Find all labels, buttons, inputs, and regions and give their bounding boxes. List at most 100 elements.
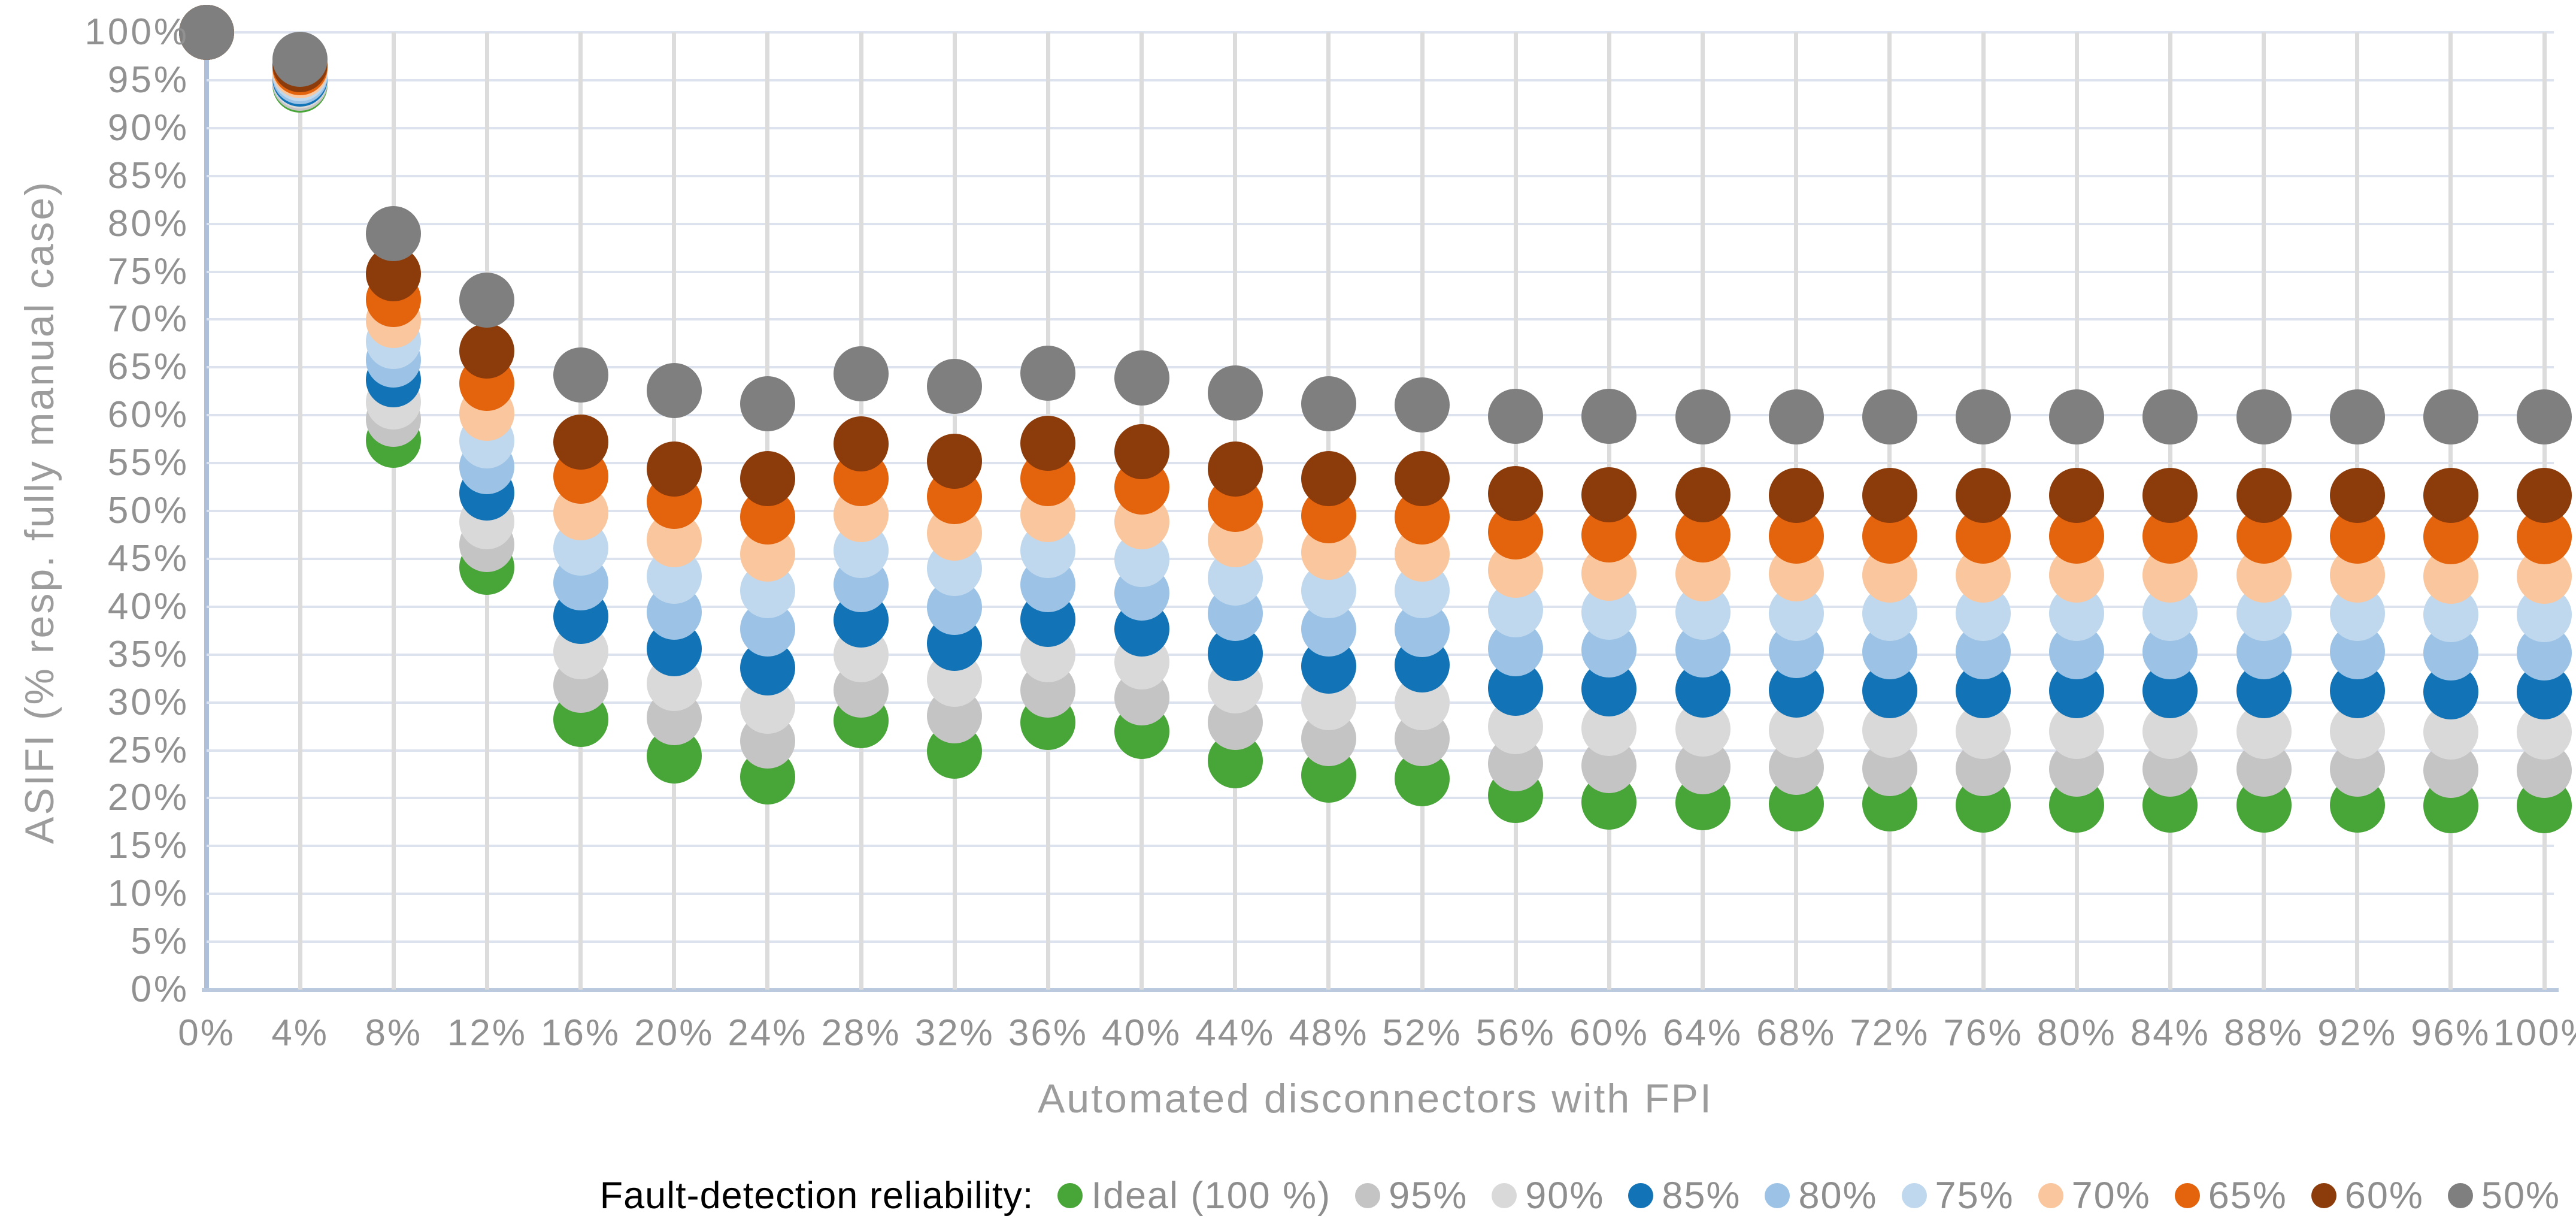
gridline-horizontal: [207, 366, 2554, 369]
data-point: [834, 346, 889, 402]
data-point: [646, 441, 702, 497]
x-tick-label: 40%: [1102, 1012, 1182, 1054]
data-point: [1020, 345, 1076, 401]
data-point: [1488, 388, 1544, 444]
gridline-vertical: [391, 32, 396, 990]
gridline-horizontal: [207, 797, 2554, 800]
x-tick-label: 28%: [821, 1012, 901, 1054]
data-point: [459, 273, 515, 328]
y-tick-label: 25%: [107, 729, 189, 771]
gridline-horizontal: [207, 653, 2554, 656]
data-point: [1956, 389, 2011, 445]
data-point: [553, 414, 608, 470]
y-tick-label: 10%: [107, 873, 189, 915]
legend-item: 65%: [2174, 1174, 2287, 1217]
legend-marker-icon: [1057, 1183, 1083, 1208]
y-tick-label: 30%: [107, 681, 189, 723]
y-tick-label: 75%: [107, 250, 189, 292]
data-point: [272, 31, 328, 87]
data-point: [2236, 468, 2292, 524]
y-tick-label: 100%: [84, 11, 189, 53]
legend-marker-icon: [1492, 1183, 1517, 1208]
x-tick-label: 96%: [2411, 1012, 2491, 1054]
legend-label: 70%: [2071, 1175, 2151, 1217]
y-tick-label: 90%: [107, 107, 189, 149]
legend-label: 85%: [1662, 1175, 1741, 1217]
y-tick-label: 85%: [107, 155, 189, 196]
data-point: [1862, 389, 1917, 445]
x-tick-label: 8%: [365, 1012, 423, 1054]
gridline-horizontal: [207, 414, 2554, 417]
x-tick-label: 24%: [728, 1012, 808, 1054]
y-tick-label: 60%: [107, 394, 189, 436]
legend-title: Fault-detection reliability:: [599, 1175, 1034, 1217]
legend-marker-icon: [2174, 1183, 2200, 1208]
x-tick-label: 44%: [1195, 1012, 1275, 1054]
x-axis-title: Automated disconnectors with FPI: [1038, 1076, 1713, 1121]
data-point: [1581, 467, 1637, 522]
data-point: [1207, 365, 1263, 421]
y-tick-label: 15%: [107, 825, 189, 867]
legend-label: 90%: [1525, 1175, 1605, 1217]
x-tick-label: 80%: [2036, 1012, 2117, 1054]
data-point: [1395, 377, 1450, 432]
gridline-horizontal: [207, 270, 2554, 273]
y-axis-line: [204, 32, 209, 992]
gridline-horizontal: [207, 557, 2554, 560]
x-tick-label: 20%: [634, 1012, 714, 1054]
data-point: [2142, 389, 2198, 445]
x-tick-label: 76%: [1943, 1012, 2023, 1054]
data-point: [1675, 389, 1731, 445]
data-point: [927, 433, 983, 489]
data-point: [1207, 441, 1263, 497]
y-tick-label: 95%: [107, 59, 189, 101]
legend-item: 80%: [1765, 1174, 1877, 1217]
legend-label: 95%: [1389, 1175, 1468, 1217]
gridline-horizontal: [207, 940, 2554, 943]
data-point: [740, 450, 795, 506]
data-point: [553, 347, 608, 403]
data-point: [1020, 415, 1076, 471]
gridline-horizontal: [207, 605, 2554, 608]
legend-label: 80%: [1798, 1175, 1878, 1217]
y-tick-label: 0%: [131, 969, 189, 1010]
legend-item: Ideal (100 %): [1057, 1174, 1331, 1217]
data-point: [1114, 350, 1169, 406]
x-tick-label: 84%: [2130, 1012, 2210, 1054]
data-point: [2049, 468, 2105, 524]
data-point: [2423, 468, 2478, 524]
x-tick-label: 4%: [271, 1012, 329, 1054]
y-tick-label: 80%: [107, 202, 189, 244]
legend: Fault-detection reliability: Ideal (100 …: [0, 1165, 2560, 1227]
data-point: [1395, 450, 1450, 506]
data-point: [2517, 468, 2572, 524]
data-point: [1675, 467, 1731, 522]
data-point: [1581, 388, 1637, 444]
x-tick-label: 100%: [2493, 1012, 2576, 1054]
gridline-horizontal: [207, 174, 2554, 177]
data-point: [2423, 389, 2478, 445]
data-point: [366, 205, 422, 261]
data-point: [2329, 389, 2385, 445]
legend-marker-icon: [2447, 1183, 2473, 1208]
x-tick-label: 48%: [1289, 1012, 1369, 1054]
legend-item: 90%: [1492, 1174, 1604, 1217]
gridline-horizontal: [207, 78, 2554, 81]
data-point: [2236, 389, 2292, 445]
legend-label: 50%: [2481, 1175, 2560, 1217]
legend-marker-icon: [2311, 1183, 2336, 1208]
x-tick-label: 88%: [2223, 1012, 2304, 1054]
y-tick-label: 65%: [107, 346, 189, 388]
data-point: [834, 416, 889, 472]
y-tick-label: 35%: [107, 633, 189, 675]
gridline-horizontal: [207, 126, 2554, 129]
data-point: [2142, 468, 2198, 524]
x-axis-line: [202, 988, 2559, 992]
x-tick-label: 36%: [1008, 1012, 1088, 1054]
y-tick-label: 55%: [107, 442, 189, 484]
legend-label: 60%: [2344, 1175, 2424, 1217]
legend-label: Ideal (100 %): [1091, 1175, 1332, 1217]
x-tick-label: 64%: [1663, 1012, 1743, 1054]
data-point: [740, 376, 795, 432]
